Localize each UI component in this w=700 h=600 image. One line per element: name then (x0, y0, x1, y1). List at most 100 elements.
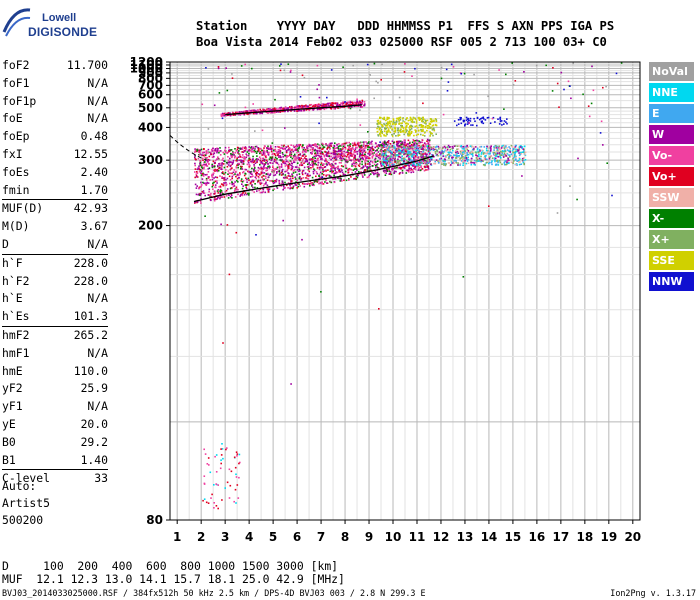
echo-point (325, 143, 327, 145)
echo-point (196, 171, 198, 173)
echo-point (300, 179, 302, 181)
echo-point (344, 160, 347, 162)
echo-point (408, 155, 410, 158)
echo-point (398, 130, 401, 132)
echo-point (206, 156, 208, 159)
echo-point (282, 182, 284, 184)
echo-point (241, 168, 244, 170)
param-value: 12.55 (73, 146, 108, 161)
param-row: D N/A (2, 236, 110, 254)
echo-point (321, 158, 324, 161)
echo-point (347, 101, 350, 103)
echo-point (214, 150, 217, 152)
echo-point (427, 124, 430, 127)
echo-point (359, 162, 361, 164)
echo-point (213, 199, 216, 202)
echo-point (249, 110, 251, 113)
echo-point (391, 157, 394, 160)
echo-point (312, 161, 314, 163)
echo-point (393, 156, 395, 158)
echo-point (620, 62, 623, 64)
echo-point (414, 117, 417, 120)
echo-point (350, 168, 353, 171)
echo-point (234, 466, 237, 469)
echo-point (227, 170, 230, 172)
echo-point (283, 177, 286, 179)
echo-point (196, 150, 199, 152)
echo-point (558, 106, 560, 108)
echo-point (472, 155, 474, 157)
echo-point (256, 161, 258, 164)
echo-point (446, 148, 449, 151)
echo-point (212, 182, 214, 185)
echo-point (266, 188, 268, 190)
echo-point (335, 153, 337, 155)
echo-point (464, 152, 467, 154)
echo-point (438, 146, 441, 149)
echo-point (483, 158, 486, 160)
echo-point (228, 194, 230, 197)
echo-point (352, 144, 355, 147)
echo-point (234, 148, 236, 150)
echo-point (503, 144, 506, 147)
echo-point (349, 152, 352, 154)
echo-point (423, 161, 425, 164)
echo-point (480, 155, 482, 158)
echo-point (350, 149, 353, 152)
echo-point (461, 154, 463, 157)
echo-point (219, 197, 221, 200)
echo-point (389, 150, 392, 153)
echo-point (443, 159, 445, 162)
echo-point (392, 157, 395, 159)
echo-point (262, 188, 264, 190)
echo-point (281, 152, 284, 154)
echo-point (208, 155, 211, 158)
echo-point (355, 102, 358, 104)
echo-point (359, 167, 362, 170)
echo-point (280, 174, 283, 176)
echo-point (348, 168, 351, 171)
echo-point (252, 155, 254, 158)
echo-point (462, 162, 465, 164)
echo-point (313, 180, 316, 183)
echo-point (393, 170, 396, 172)
echo-point (381, 146, 383, 148)
echo-point (400, 159, 402, 162)
echo-point (425, 149, 428, 151)
echo-point (388, 170, 391, 172)
echo-point (310, 146, 312, 149)
echo-point (277, 111, 280, 113)
echo-point (362, 154, 365, 157)
echo-point (467, 158, 470, 161)
echo-point (251, 185, 253, 187)
echo-point (456, 124, 458, 127)
param-label: h`Es (2, 309, 30, 324)
echo-point (209, 471, 212, 474)
echo-point (361, 103, 363, 105)
param-row: foEs 2.40 (2, 164, 110, 182)
echo-point (464, 159, 466, 162)
echo-point (378, 154, 380, 157)
echo-point (360, 103, 362, 105)
echo-point (227, 151, 230, 153)
echo-point (204, 183, 207, 186)
echo-point (392, 167, 395, 169)
echo-point (320, 163, 322, 166)
echo-point (245, 187, 248, 190)
echo-point (412, 171, 415, 173)
echo-point (255, 170, 257, 173)
echo-point (349, 158, 351, 161)
echo-point (254, 148, 256, 150)
echo-point (224, 151, 227, 154)
echo-point (217, 67, 220, 70)
echo-point (361, 153, 364, 156)
echo-point (477, 160, 480, 162)
echo-point (361, 146, 363, 149)
echo-point (390, 120, 393, 123)
echo-point (246, 163, 249, 166)
echo-point (323, 155, 326, 158)
echo-point (414, 168, 417, 171)
param-value: 1.70 (80, 182, 108, 197)
echo-point (375, 142, 377, 145)
echo-point (391, 128, 394, 130)
